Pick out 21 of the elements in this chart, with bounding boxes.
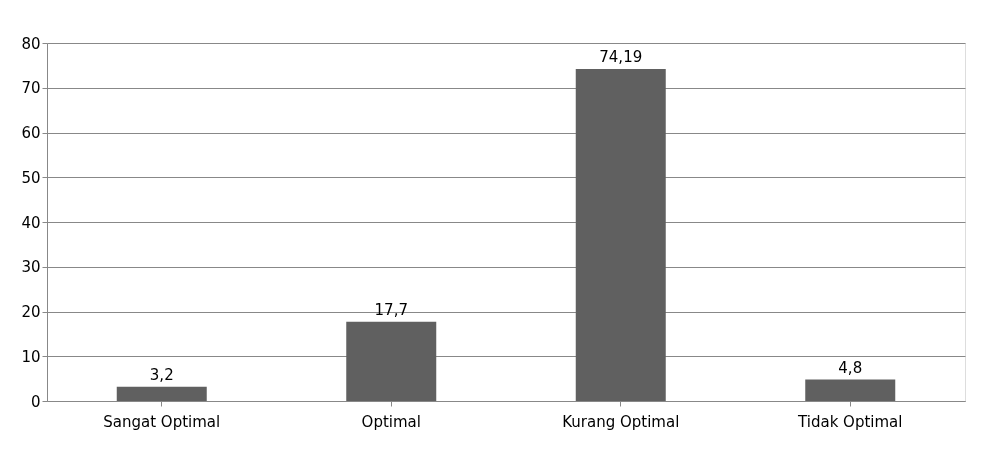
y-tick-label: 30 xyxy=(21,258,41,277)
bar xyxy=(575,69,666,401)
y-tick-label: 70 xyxy=(21,79,41,98)
data-label: 74,19 xyxy=(599,48,643,66)
data-label: 4,8 xyxy=(838,358,863,377)
y-tick-label: 10 xyxy=(21,347,41,366)
data-label: 3,2 xyxy=(149,365,174,384)
bar xyxy=(116,386,207,401)
y-tick-label: 40 xyxy=(21,213,41,232)
data-label: 17,7 xyxy=(374,300,408,319)
y-tick-label: 80 xyxy=(21,34,41,53)
x-tick-label: Optimal xyxy=(361,412,421,431)
y-tick-label: 0 xyxy=(30,392,41,411)
y-tick-label: 50 xyxy=(21,168,41,187)
x-tick-label: Tidak Optimal xyxy=(797,412,903,431)
bar xyxy=(346,321,437,401)
bar xyxy=(805,379,896,401)
x-tick-label: Kurang Optimal xyxy=(562,412,680,431)
y-tick-label: 20 xyxy=(21,303,41,321)
y-tick-label: 60 xyxy=(21,124,41,142)
x-tick-label: Sangat Optimal xyxy=(103,412,221,431)
